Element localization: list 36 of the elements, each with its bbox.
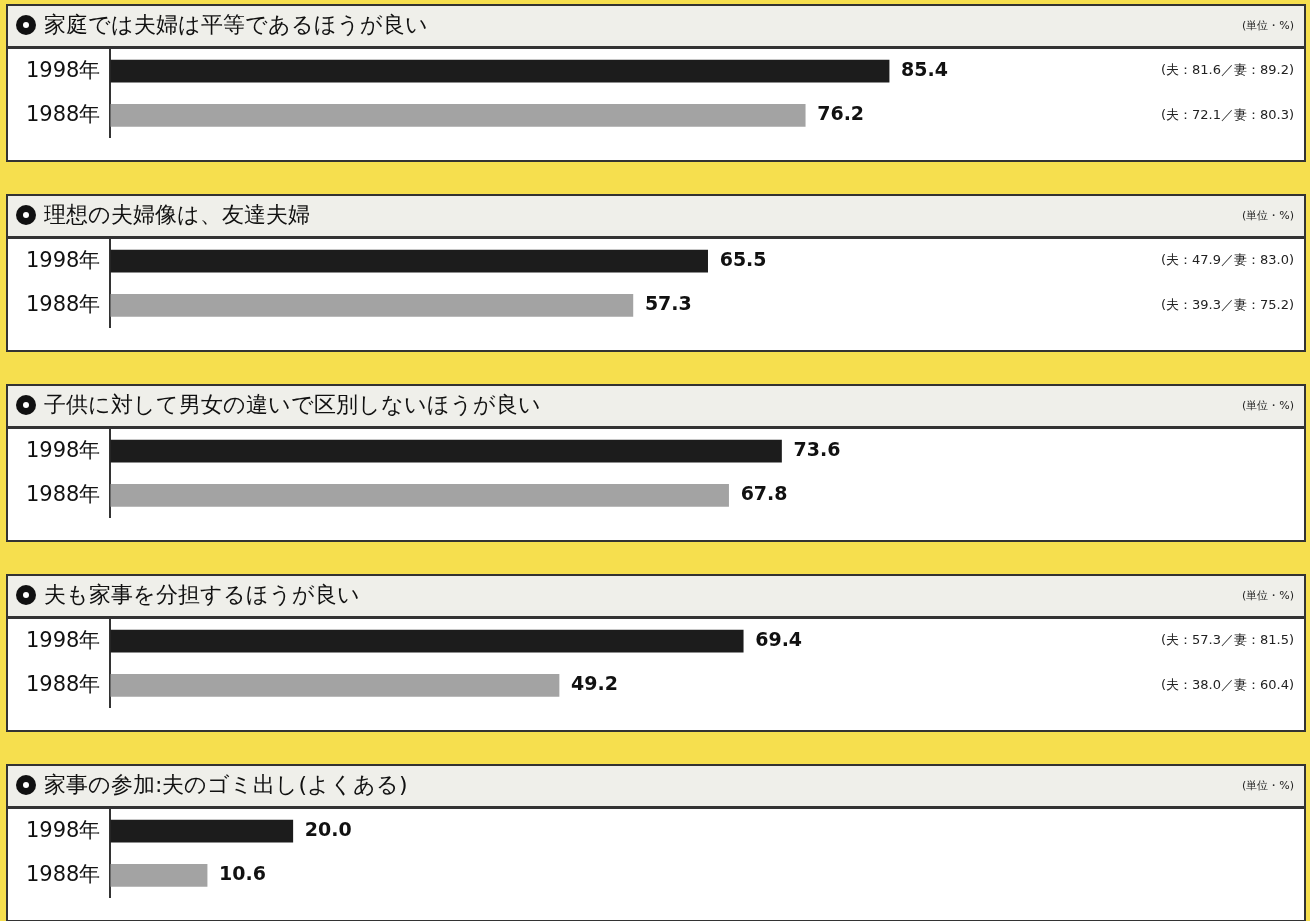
y-tick-label: 1988年 (25, 481, 101, 506)
y-tick-label: 1998年 (25, 817, 101, 842)
text: (夫：57.3／妻：81.5) (1160, 632, 1294, 648)
data-label: 57.3 (644, 292, 692, 315)
data-label: 85.4 (901, 58, 948, 81)
y-tick-label: 1988年 (25, 291, 101, 316)
text: (夫：72.1／妻：80.3) (1160, 106, 1294, 122)
data-label: 67.8 (740, 482, 788, 505)
text: (単位・%) (1241, 208, 1294, 222)
y-tick-label: 1998年 (25, 437, 101, 462)
data-label: 20.0 (304, 818, 352, 841)
text: (単位・%) (1241, 398, 1294, 412)
y-tick-label: 1998年 (25, 627, 101, 652)
text: (夫：38.0／妻：60.4) (1160, 676, 1294, 692)
text: (夫：47.9／妻：83.0) (1160, 252, 1294, 268)
chart-title: 家事の参加:夫のゴミ出し(よくある) (44, 771, 408, 797)
y-tick-label: 1988年 (25, 671, 101, 696)
chart-title: 理想の夫婦像は、友達夫婦 (44, 201, 310, 227)
y-tick-label: 1988年 (25, 861, 101, 886)
chart-title: 子供に対して男女の違いで区別しないほうが良い (44, 391, 541, 417)
data-label: 73.6 (793, 438, 841, 461)
data-label: 69.4 (755, 628, 803, 651)
data-label: 10.6 (219, 862, 266, 885)
data-label: 65.5 (719, 248, 767, 271)
y-tick-label: 1998年 (25, 57, 101, 82)
data-label: 76.2 (817, 102, 865, 125)
text: (夫：39.3／妻：75.2) (1160, 296, 1294, 312)
text: (単位・%) (1241, 588, 1294, 602)
chart-title: 家庭では夫婦は平等であるほうが良い (44, 11, 428, 37)
y-tick-label: 1998年 (25, 247, 101, 272)
data-label: 49.2 (571, 672, 618, 695)
y-tick-label: 1988年 (25, 101, 101, 126)
text: (単位・%) (1241, 18, 1294, 32)
text: (夫：81.6／妻：89.2) (1160, 62, 1294, 78)
text: (単位・%) (1241, 778, 1294, 792)
chart-title: 夫も家事を分担するほうが良い (44, 581, 360, 607)
